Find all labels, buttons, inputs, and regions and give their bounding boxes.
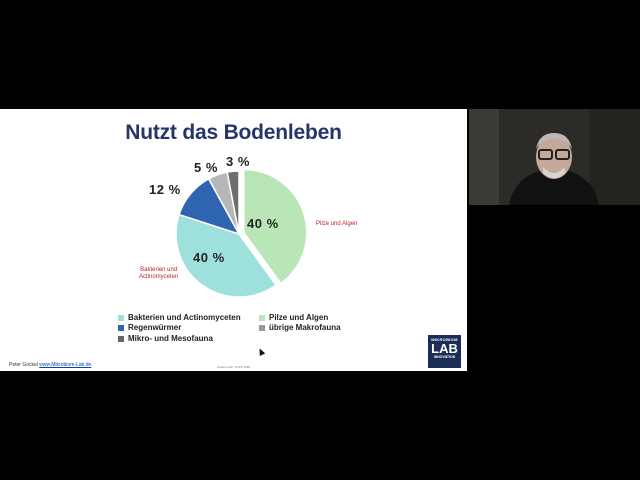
legend-label: Regenwürmer — [128, 323, 182, 332]
callout-left: Bakterien und Actinomyceten — [139, 267, 178, 281]
legend-swatch — [118, 335, 124, 342]
slice-mesofauna — [226, 170, 240, 235]
label-pilze: 40 % — [247, 216, 279, 231]
logo-main-text: LAB — [431, 341, 458, 356]
legend-item: Mikro- und Mesofauna — [118, 334, 213, 343]
legend-swatch — [118, 314, 124, 321]
label-regenwuermer: 12 % — [149, 182, 181, 197]
legend-swatch — [118, 324, 124, 331]
legend-label: Bakterien und Actinomyceten — [128, 313, 241, 322]
footer-name: Peter Gockel — [9, 362, 38, 368]
slice-bakterien — [175, 213, 278, 298]
legend-label: übrige Makrofauna — [269, 323, 341, 332]
presenter-video — [469, 109, 640, 205]
legend-item: Pilze und Algen — [259, 313, 328, 322]
mikrobiom-lab-logo: MIKROBIOM LAB INNOVATION — [428, 335, 461, 368]
footer-link[interactable]: www.Mikrobiom-Lab.de — [39, 362, 92, 368]
presentation-slide: Nutzt das Bodenleben 40 % 40 % 12 % 5 % … — [0, 109, 467, 371]
logo-top-text: MIKROBIOM — [431, 337, 458, 342]
legend-label: Pilze und Algen — [269, 313, 329, 322]
callout-left-line2: Actinomyceten — [139, 274, 179, 280]
source-note: Quelle nach: TOPP 1981 — [217, 365, 251, 369]
legend-swatch — [259, 314, 265, 321]
callout-right: Pilze und Algen — [316, 221, 358, 227]
webcam-feed — [469, 109, 640, 205]
label-mesofauna: 3 % — [226, 154, 250, 169]
legend-label: Mikro- und Mesofauna — [128, 334, 213, 343]
legend-item: übrige Makrofauna — [259, 323, 341, 332]
logo-sub-text: INNOVATION — [433, 355, 456, 359]
legend-swatch — [259, 324, 265, 331]
callout-left-line1: Bakterien und — [140, 267, 178, 273]
slice-pilze — [243, 168, 308, 285]
legend-item: Regenwürmer — [118, 323, 181, 332]
label-makrofauna: 5 % — [194, 160, 218, 175]
pie-chart — [175, 168, 308, 298]
slide-footer: Peter Gockel www.Mikrobiom-Lab.de — [9, 362, 91, 368]
legend-item: Bakterien und Actinomyceten — [118, 313, 241, 322]
slide-title: Nutzt das Bodenleben — [125, 121, 342, 144]
label-bakterien: 40 % — [193, 250, 225, 265]
